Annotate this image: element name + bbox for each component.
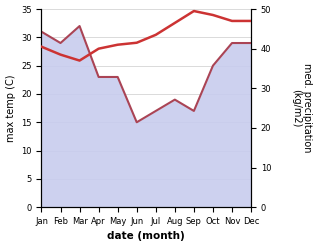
X-axis label: date (month): date (month) (107, 231, 185, 242)
Y-axis label: med. precipitation
(kg/m2): med. precipitation (kg/m2) (291, 63, 313, 153)
Y-axis label: max temp (C): max temp (C) (5, 74, 16, 142)
